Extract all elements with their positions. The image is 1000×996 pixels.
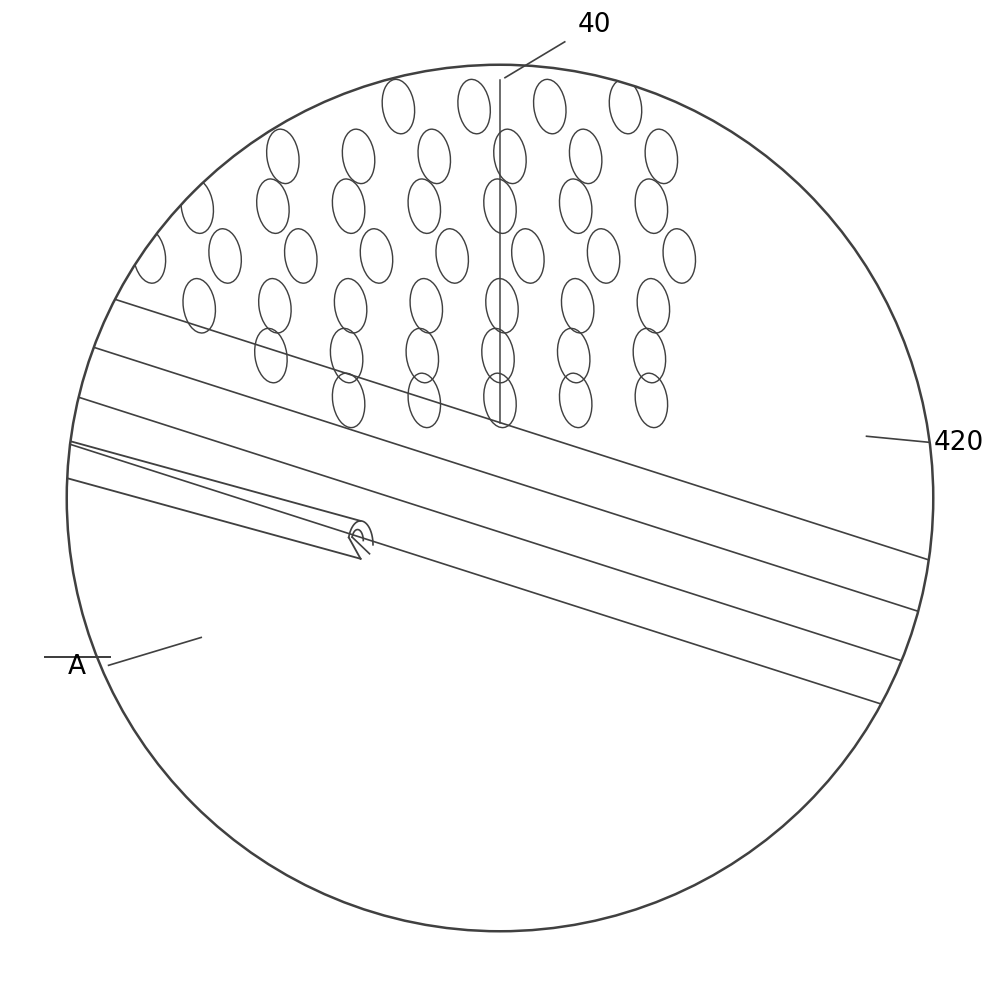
Text: 420: 420 (933, 430, 984, 456)
Text: 40: 40 (578, 12, 611, 38)
Text: A: A (68, 654, 86, 680)
